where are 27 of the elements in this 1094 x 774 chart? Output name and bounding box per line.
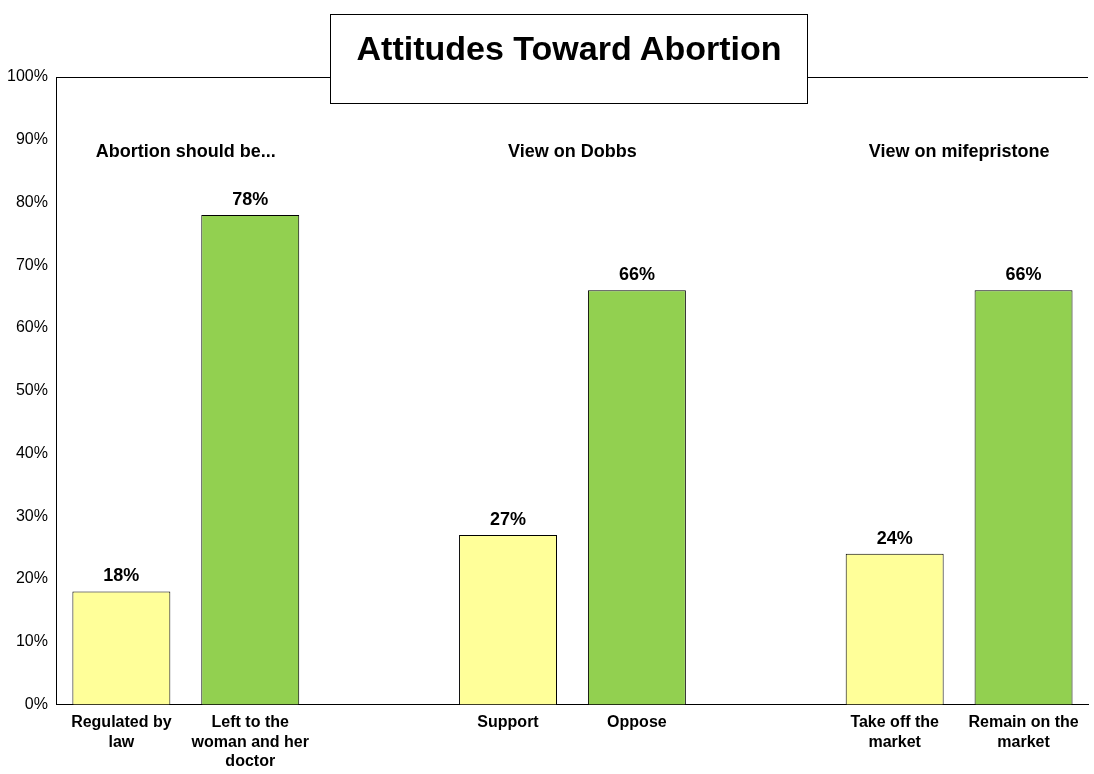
x-tick-label: Left to the woman and her doctor — [190, 713, 309, 769]
chart-title: Attitudes Toward Abortion — [355, 29, 783, 68]
y-tick-label: 100% — [7, 67, 48, 85]
data-label: 66% — [618, 264, 655, 285]
annotation: Abortion should be... — [95, 141, 276, 162]
y-tick-label: 30% — [15, 506, 48, 524]
x-tick-label: Support — [477, 713, 540, 731]
data-label: 18% — [103, 565, 140, 586]
y-tick-label: 10% — [15, 632, 48, 650]
x-tick-label: Remain on the market — [968, 713, 1079, 750]
annotation: View on mifepristone — [868, 141, 1050, 162]
y-tick-label: 80% — [15, 192, 48, 210]
y-tick-label: 60% — [15, 318, 48, 336]
data-label: 24% — [876, 527, 913, 548]
data-label: 78% — [232, 189, 269, 209]
y-tick-label: 70% — [15, 255, 48, 273]
y-tick-label: 20% — [15, 569, 48, 587]
annotation: View on Dobbs — [508, 141, 637, 162]
y-tick-label: 50% — [15, 381, 48, 399]
x-tick-label: Oppose — [607, 713, 667, 731]
data-label: 27% — [490, 508, 527, 529]
y-tick-label: 0% — [24, 694, 48, 712]
x-tick-label: Take off the market — [850, 713, 940, 750]
y-tick-label: 90% — [15, 130, 48, 148]
data-label: 66% — [1005, 264, 1042, 285]
x-tick-label: Regulated by law — [71, 713, 172, 750]
y-tick-label: 40% — [15, 443, 48, 461]
